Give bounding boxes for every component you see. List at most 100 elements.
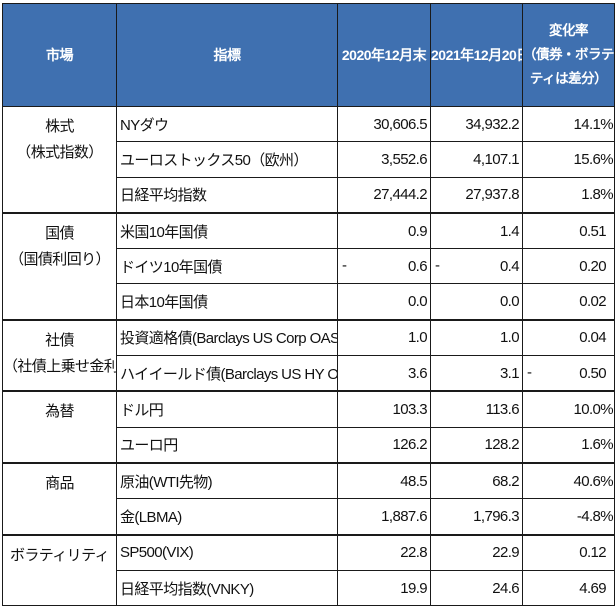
value-text: 0.6 [407, 257, 428, 275]
table-row: ドイツ10年国債 - 0.6 - 0.4 0.20 [3, 248, 615, 285]
value-text: 0.50 [579, 364, 606, 382]
market-label: 為替 [45, 403, 74, 421]
indicator-cell: 日本10年国債 [116, 283, 338, 321]
indicator-cell: 日経平均指数 [116, 176, 338, 214]
header-2020: 2020年12月末 [337, 3, 431, 107]
header-change-line3: ティは差分） [529, 71, 608, 86]
value-2021: 1.0 [430, 318, 523, 357]
header-change-line2: （債券・ボラティリ [523, 47, 614, 62]
header-market: 市場 [2, 3, 117, 107]
market-label: 株式 [45, 118, 74, 135]
indicator-cell: ユーロ円 [116, 426, 338, 464]
value-2020: 30,606.5 [337, 105, 431, 143]
value-2020: 1,887.6 [337, 498, 431, 536]
market-cell-commodities: 商品 [2, 461, 117, 536]
change-cell: -4.8% [522, 498, 615, 536]
value-2021: 128.2 [430, 426, 523, 464]
table-row: 日経平均指数 27,444.2 27,937.8 1.8% [3, 176, 615, 214]
table-row: 国債 （国債利回り） 米国10年国債 0.9 1.4 0.51 [2, 211, 615, 321]
market-cell-equities: 株式 （株式指数） [2, 105, 117, 214]
value-2020: 3,552.6 [337, 141, 431, 178]
value-2021: 0.0 [430, 283, 523, 321]
indicator-cell: 日経平均指数(VNKY) [116, 569, 338, 607]
change-cell: - 0.50 [522, 355, 615, 392]
value-2021: 1.4 [430, 211, 523, 250]
market-sublabel: （国債利回り） [9, 250, 110, 268]
value-2020: 27,444.2 [337, 176, 431, 214]
market-label: 商品 [45, 474, 74, 492]
indicator-cell: 投資適格債(Barclays US Corp OAS) [116, 318, 338, 357]
value-2021: 34,932.2 [430, 105, 523, 143]
table-row: 株式 （株式指数） NYダウ 30,606.5 34,932.2 14.1% [2, 105, 615, 214]
minus-sign: - [342, 257, 347, 275]
change-cell: 0.20 [522, 248, 615, 285]
change-cell: 0.12 [522, 533, 615, 571]
market-cell-govt-bonds: 国債 （国債利回り） [2, 211, 117, 321]
change-cell: 14.1% [522, 105, 615, 143]
market-cell-volatility: ボラティリティ [2, 533, 117, 607]
value-2021: 68.2 [430, 461, 523, 500]
market-label: 社債 [45, 331, 74, 349]
table-row: ユーロ円 126.2 128.2 1.6% [3, 426, 615, 464]
value-2020: 19.9 [337, 569, 431, 607]
value-2020: 126.2 [337, 426, 431, 464]
market-label: ボラティリティ [9, 546, 110, 564]
header-indicator: 指標 [116, 3, 338, 107]
change-cell: 40.6% [522, 461, 615, 500]
value-2021: 24.6 [430, 569, 523, 607]
table-row: 日経平均指数(VNKY) 19.9 24.6 4.69 [3, 569, 615, 607]
header-change-line1: 変化率 [549, 23, 589, 38]
value-2020: 1.0 [337, 318, 431, 357]
table-row: ボラティリティ SP500(VIX) 22.8 22.9 0.12 [2, 533, 615, 607]
value-2021: 4,107.1 [430, 141, 523, 178]
value-2021: 1,796.3 [430, 498, 523, 536]
table-row: 金(LBMA) 1,887.6 1,796.3 -4.8% [3, 498, 615, 536]
change-cell: 15.6% [522, 141, 615, 178]
indicator-cell: ドイツ10年国債 [116, 248, 338, 285]
table-row: ハイイールド債(Barclays US HY OAS) 3.6 3.1 - 0.… [3, 355, 615, 392]
indicator-cell: 米国10年国債 [116, 211, 338, 250]
change-cell: 4.69 [522, 569, 615, 607]
market-summary-table: 市場 指標 2020年12月末 2021年12月20日 変化率 （債券・ボラティ… [2, 3, 615, 607]
value-2021: 113.6 [430, 390, 523, 428]
indicator-cell: 金(LBMA) [116, 498, 338, 536]
value-2020: 103.3 [337, 390, 431, 428]
change-cell: 0.51 [522, 211, 615, 250]
value-2020: - 0.6 [337, 248, 431, 285]
value-2021: 22.9 [430, 533, 523, 571]
header-change: 変化率 （債券・ボラティリ ティは差分） [522, 3, 615, 107]
table-row: ユーロストックス50（欧州） 3,552.6 4,107.1 15.6% [3, 141, 615, 178]
change-cell: 0.02 [522, 283, 615, 321]
change-cell: 0.04 [522, 318, 615, 357]
market-sublabel: （社債上乗せ金利） [3, 357, 116, 375]
market-cell-corp-bonds: 社債 （社債上乗せ金利） [2, 318, 117, 392]
value-2020: 3.6 [337, 355, 431, 392]
change-cell: 1.8% [522, 176, 615, 214]
table-row: 為替 ドル円 103.3 113.6 10.0% [2, 390, 615, 464]
indicator-cell: 原油(WTI先物) [116, 461, 338, 500]
indicator-cell: NYダウ [116, 105, 338, 143]
indicator-cell: ハイイールド債(Barclays US HY OAS) [116, 355, 338, 392]
value-2020: 22.8 [337, 533, 431, 571]
value-2020: 0.0 [337, 283, 431, 321]
value-2021: - 0.4 [430, 248, 523, 285]
minus-sign: - [435, 257, 440, 275]
value-2021: 3.1 [430, 355, 523, 392]
header-row: 市場 指標 2020年12月末 2021年12月20日 変化率 （債券・ボラティ… [2, 3, 615, 107]
minus-sign: - [527, 364, 532, 382]
value-text: 0.4 [499, 257, 520, 275]
market-cell-fx: 為替 [2, 390, 117, 464]
market-label: 国債 [45, 224, 74, 242]
header-2021: 2021年12月20日 [430, 3, 523, 107]
value-2020: 48.5 [337, 461, 431, 500]
change-cell: 1.6% [522, 426, 615, 464]
indicator-cell: SP500(VIX) [116, 533, 338, 571]
value-2020: 0.9 [337, 211, 431, 250]
indicator-cell: ドル円 [116, 390, 338, 428]
change-cell: 10.0% [522, 390, 615, 428]
table-row: 日本10年国債 0.0 0.0 0.02 [3, 283, 615, 321]
value-2021: 27,937.8 [430, 176, 523, 214]
indicator-cell: ユーロストックス50（欧州） [116, 141, 338, 178]
table-row: 社債 （社債上乗せ金利） 投資適格債(Barclays US Corp OAS)… [2, 318, 615, 392]
table-row: 商品 原油(WTI先物) 48.5 68.2 40.6% [2, 461, 615, 536]
